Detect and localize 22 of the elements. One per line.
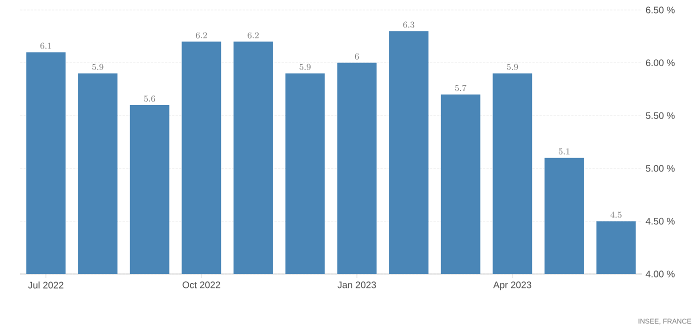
data-label: 6.2 <box>248 32 259 38</box>
data-label: 6. 1 <box>40 42 52 49</box>
data-label: 5.7 <box>455 84 466 92</box>
x-tick-label: Jul 2022 <box>28 282 64 288</box>
data-label: 6.3 <box>403 22 414 28</box>
data-label: 6.2 <box>196 32 207 38</box>
data-label: 5.9 <box>300 64 311 70</box>
data-label: 6 <box>355 53 359 60</box>
x-tick-label: Jan 2023 <box>338 282 376 288</box>
data-label: 4.5 <box>610 212 622 218</box>
y-tick-label: 5.00 % <box>646 165 675 172</box>
data-label: 5.9 <box>506 64 518 70</box>
y-tick-label: 4.50 % <box>646 218 675 225</box>
y-tick-label: 6.00 % <box>646 59 675 66</box>
data-label: 5. 1 <box>558 148 570 155</box>
data-label: 5.9 <box>92 64 104 70</box>
x-tick-label: Oct 2022 <box>182 282 220 288</box>
y-tick-label: 4.00 % <box>646 270 675 278</box>
data-label: 5.6 <box>144 96 156 102</box>
y-tick-label: 6.50 % <box>646 6 675 14</box>
y-tick-label: 5.50 % <box>646 112 675 119</box>
x-tick-label: Apr 2023 <box>493 282 532 290</box>
